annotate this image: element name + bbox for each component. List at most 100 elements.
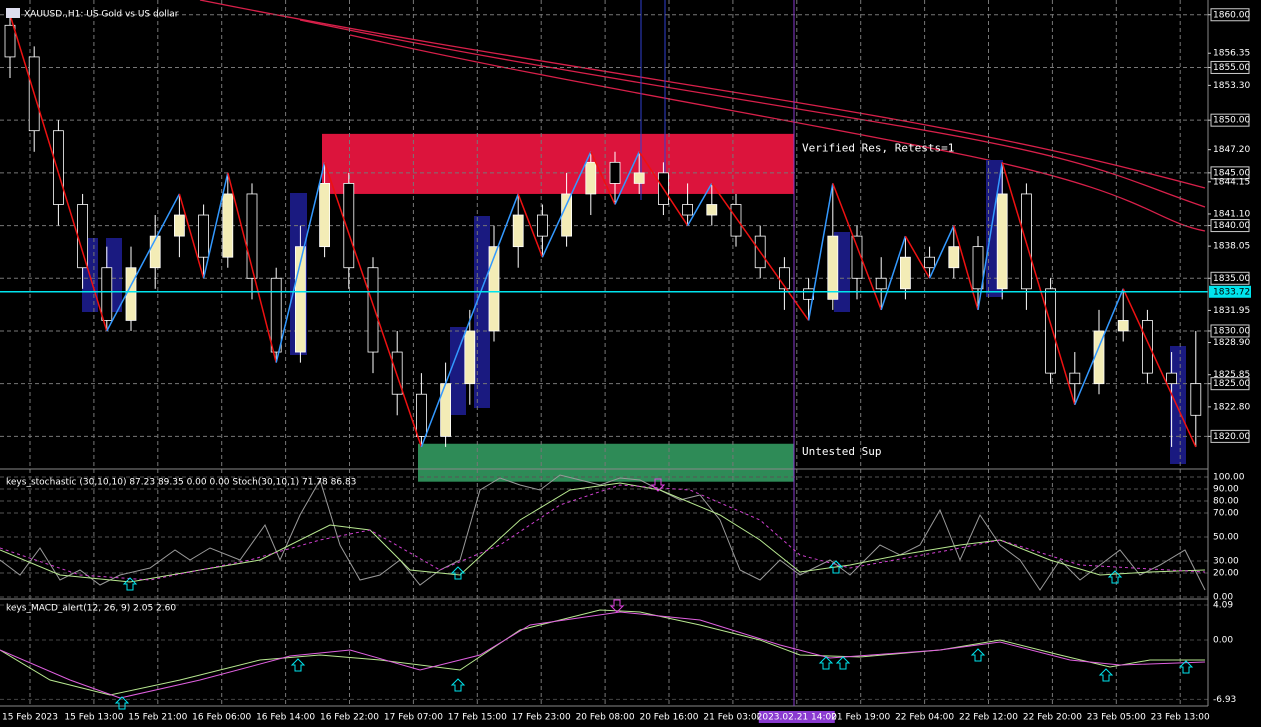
y-tick-label: 1856.35 [1213,49,1250,59]
y-tick-label: 1838.05 [1213,242,1250,252]
y-tick-label: 0.00 [1213,593,1233,603]
candle-body [706,204,718,216]
y-tick-label: 1825.85 [1213,370,1250,380]
up-arrow [1107,570,1123,584]
y-tick-label: 70.00 [1213,509,1239,519]
price-label: 1833.72 [1213,287,1250,297]
block [450,327,466,415]
up-arrow [290,658,306,672]
y-tick-label: 1828.90 [1213,338,1250,348]
candle-body [4,24,16,58]
zigzag [711,182,810,321]
up-arrow [818,656,834,670]
zigzag [686,183,713,226]
stoch-lines [0,474,1206,591]
y-tick-label: 1853.30 [1213,81,1250,91]
candle-body [1045,288,1056,374]
stoch-raw [0,474,1206,591]
zone-label: Untested Sup [802,445,881,458]
zigzag [323,162,423,448]
zigzag [614,151,640,205]
zigzag [541,151,592,258]
zigzag [106,193,181,332]
zigzag [517,193,544,258]
candle-body [633,172,645,184]
x-tick-label: 15 Feb 21:00 [128,713,187,723]
zigzag [638,151,689,226]
macd-main [0,609,1205,696]
x-tick-label: 21 Feb 19:00 [831,713,890,723]
candle-body [537,214,548,237]
down-arrow [650,478,666,492]
up-arrow [828,560,844,574]
candle-body [415,393,427,437]
zones [322,133,794,482]
x-tick-label: 16 Feb 14:00 [256,713,315,723]
candle-body [900,256,911,290]
candle-body [972,246,984,290]
candle-body [948,246,960,269]
zigzag [1122,288,1197,448]
candle-body [198,214,210,258]
candle-body [319,183,331,248]
ma-1 [199,0,1206,189]
zigzag [904,235,931,279]
macd-label: keys_MACD_alert(12, 26, 9) 2.05 2.60 [6,604,176,614]
candle-body [851,235,863,279]
y-tick-label: 90.00 [1213,485,1239,495]
x-tick-label: 16 Feb 22:00 [320,713,379,723]
candle-body [682,204,693,216]
candle-body [77,204,88,269]
candle-body [609,161,621,184]
zigzag [420,193,519,448]
block [474,216,490,408]
up-arrow [970,648,986,662]
y-tick-label: 1860.00 [1213,10,1250,20]
zigzag [977,162,1003,311]
y-tick-label: 1825.00 [1213,379,1250,389]
candle-body [1142,320,1153,374]
stoch-signal [0,484,1206,581]
x-tick-label: 17 Feb 07:00 [384,713,443,723]
y-tick-label: 1850.00 [1213,116,1250,126]
zone [418,443,794,482]
zigzag [275,162,326,363]
zigzag [807,183,834,321]
zigzag [880,235,907,311]
y-tick-label: 1831.95 [1213,306,1250,316]
zone-label: Verified Res, Retests=1 [802,142,954,155]
y-tick-label: 4.09 [1213,600,1233,610]
candle-body [367,267,379,353]
x-tick-label: 23 Feb 05:00 [1087,713,1146,723]
zigzag [202,172,229,279]
up-arrow [450,566,466,580]
candle-body [222,193,234,258]
y-tick-label: 1847.20 [1213,145,1250,155]
up-arrow [122,577,138,591]
zone [322,133,794,194]
y-tick-label: 1841.10 [1213,209,1250,219]
arrows [114,478,1194,710]
candle-body [294,246,306,353]
candle-body [125,267,137,321]
y-tick-label: 20.00 [1213,569,1239,579]
x-tick-label: 21 Feb 03:00 [703,713,762,723]
x-tick-label: 17 Feb 23:00 [512,713,571,723]
candle-body [1166,372,1177,385]
macd-signal [0,611,1206,699]
y-tick-label: 0.00 [1213,635,1233,645]
candle-body [1117,320,1129,332]
grid [0,0,1208,706]
y-tick-label: 1845.00 [1213,168,1250,178]
candle-body [464,330,476,385]
x-tick-label: 20 Feb 16:00 [639,713,698,723]
candle-body [391,351,403,395]
candles [4,14,1202,447]
x-tick-label: 22 Feb 20:00 [1023,713,1082,723]
candle-body [270,277,282,353]
x-tick-label: 2023.02.21 14:00 [757,713,838,723]
candle-body [173,214,185,237]
candle-body [343,183,355,269]
